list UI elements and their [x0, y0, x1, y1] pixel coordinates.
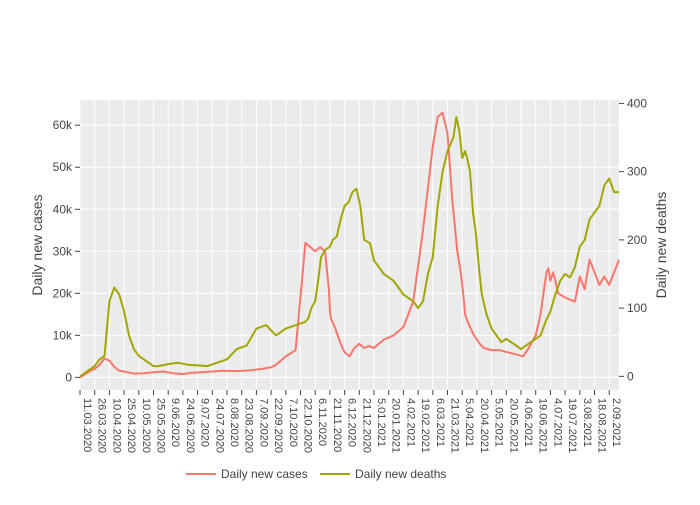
x-tick-label: 21.03.2021	[449, 398, 461, 453]
left-tick-label: 20k	[53, 286, 73, 300]
x-tick-label: 9.07.2020	[199, 398, 211, 447]
plot-background	[80, 100, 619, 390]
left-tick-label: 60k	[53, 118, 73, 132]
x-tick-label: 24.07.2020	[213, 398, 225, 453]
left-axis-ticks: 0 10k 20k 30k 40k 50k 60k	[53, 118, 80, 384]
x-tick-label: 3.08.2021	[581, 398, 593, 447]
x-tick-label: 19.02.2021	[419, 398, 431, 453]
legend-label-cases: Daily new cases	[221, 467, 308, 481]
x-tick-label: 10.05.2020	[140, 398, 152, 453]
x-tick-label: 7.10.2020	[287, 398, 299, 447]
x-tick-label: 4.07.2021	[551, 398, 563, 447]
x-tick-label: 6.12.2020	[346, 398, 358, 447]
left-tick-label: 30k	[53, 244, 73, 258]
left-tick-label: 0	[65, 370, 72, 384]
right-tick-label: 100	[627, 301, 647, 315]
left-tick-label: 50k	[53, 160, 73, 174]
x-tick-label: 4.06.2021	[522, 398, 534, 447]
x-tick-label: 10.04.2020	[110, 398, 122, 453]
x-tick-label: 20.05.2021	[507, 398, 519, 453]
x-tick-label: 19.06.2021	[537, 398, 549, 453]
x-tick-label: 11.03.2020	[81, 398, 93, 452]
y-axis-left-title: Daily new cases	[29, 194, 45, 295]
x-tick-label: 18.08.2021	[596, 398, 608, 453]
legend-label-deaths: Daily new deaths	[355, 467, 446, 481]
x-tick-label: 21.11.2020	[331, 398, 343, 452]
right-tick-label: 200	[627, 233, 647, 247]
x-tick-label: 24.06.2020	[184, 398, 196, 453]
x-tick-label: 4.02.2021	[404, 398, 416, 447]
x-axis-ticks: 11.03.2020 26.03.2020 10.04.2020 25.04.2020…	[79, 390, 622, 453]
legend-item-deaths[interactable]: Daily new deaths	[320, 467, 446, 481]
x-tick-label: 23.08.2020	[243, 398, 255, 453]
x-tick-label: 6.03.2021	[434, 398, 446, 447]
x-tick-label: 5.01.2021	[375, 398, 387, 447]
x-tick-label: 6.11.2020	[316, 398, 328, 446]
x-tick-label: 20.01.2021	[390, 398, 402, 453]
legend-item-cases[interactable]: Daily new cases	[186, 467, 308, 481]
right-axis-ticks: 0 100 200 300 400	[619, 96, 647, 383]
right-tick-label: 400	[627, 96, 647, 110]
x-tick-label: 8.08.2020	[228, 398, 240, 447]
series-layer	[79, 111, 620, 379]
x-tick-label: 22.10.2020	[302, 398, 314, 453]
x-tick-label: 19.07.2021	[566, 398, 578, 453]
x-tick-label: 21.12.2020	[360, 398, 372, 453]
x-tick-label: 2.09.2021	[610, 398, 622, 447]
x-tick-label: 25.04.2020	[125, 398, 137, 453]
left-tick-label: 40k	[53, 202, 73, 216]
y-axis-right-title: Daily new deaths	[653, 192, 669, 299]
x-tick-label: 26.03.2020	[96, 398, 108, 453]
x-tick-label: 22.09.2020	[272, 398, 284, 453]
right-tick-label: 0	[627, 369, 634, 383]
left-tick-label: 10k	[53, 328, 73, 342]
legend: Daily new cases Daily new deaths	[186, 467, 446, 481]
series-line-cases	[79, 111, 620, 379]
x-tick-label: 20.04.2021	[478, 398, 490, 453]
x-tick-label: 5.04.2021	[463, 398, 475, 447]
x-tick-label: 9.06.2020	[169, 398, 181, 447]
series-line-deaths	[79, 116, 619, 378]
x-tick-label: 7.09.2020	[257, 398, 269, 447]
x-tick-label: 25.05.2020	[155, 398, 167, 453]
x-tick-label: 5.05.2021	[493, 398, 505, 447]
right-tick-label: 300	[627, 165, 647, 179]
